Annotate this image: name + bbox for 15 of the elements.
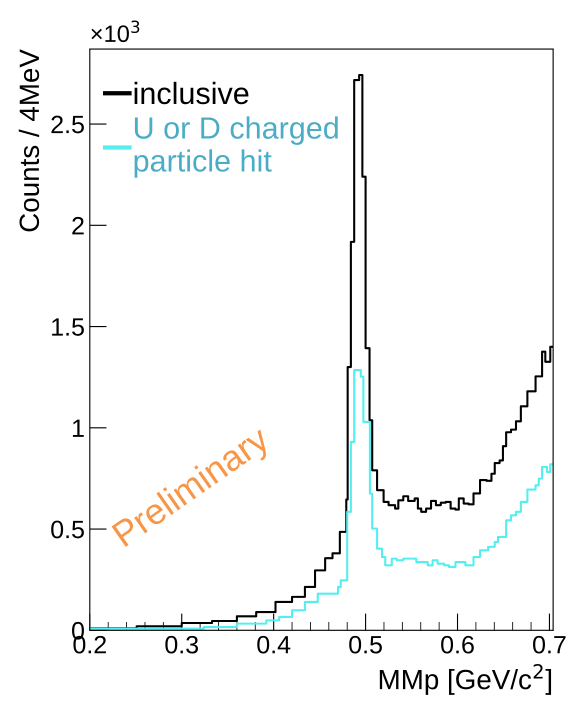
legend-label: U or D charged particle hit <box>134 116 338 178</box>
x-tick-label: 0.3 <box>165 636 198 654</box>
x-tick-label: 0.7 <box>533 636 566 654</box>
legend-label: inclusive <box>134 82 248 104</box>
x-tick-label: 0.4 <box>257 636 290 654</box>
x-tick-label: 0.6 <box>441 636 474 654</box>
x-tick-label: 0.5 <box>349 636 382 654</box>
y-tick-label: 1.5 <box>52 318 84 336</box>
text: ×10$^{3}$ <box>91 20 140 42</box>
x-axis-title: MMp [GeV/c$^{2}$] <box>380 664 552 695</box>
y-tick-label: 2.5 <box>51 116 84 134</box>
y-tick-label: 1 <box>72 420 84 437</box>
y-tick-label: 0.5 <box>51 520 84 538</box>
y-tick-label: 2 <box>72 216 84 234</box>
y-axis-title: Counts / 4MeV <box>18 49 40 232</box>
